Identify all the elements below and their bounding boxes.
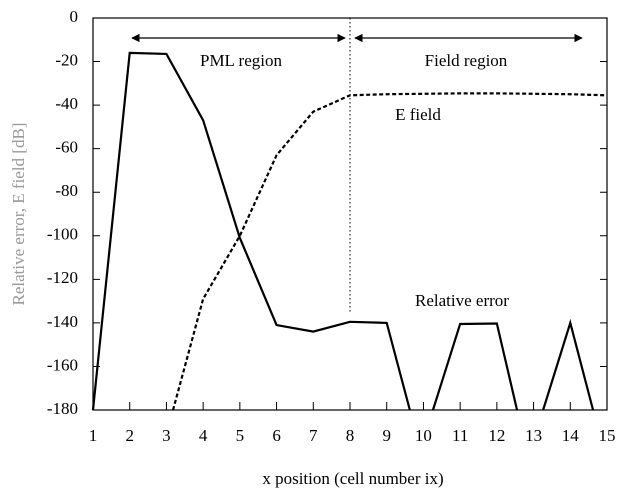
y-tick-label: -160 <box>47 355 78 374</box>
x-tick-label: 3 <box>162 426 171 445</box>
x-tick-label: 1 <box>89 426 98 445</box>
annotation: E field <box>395 105 441 124</box>
y-tick-label: -40 <box>55 94 78 113</box>
series-line <box>91 51 595 411</box>
x-tick-label: 2 <box>125 426 134 445</box>
x-tick-label: 10 <box>415 426 432 445</box>
annotation: Relative error <box>415 291 509 310</box>
x-tick-label: 8 <box>346 426 355 445</box>
x-tick-label: 7 <box>309 426 318 445</box>
y-tick-label: 0 <box>70 7 79 26</box>
annotation: PML region <box>200 51 283 70</box>
x-tick-label: 14 <box>562 426 580 445</box>
x-tick-label: 11 <box>452 426 468 445</box>
x-tick-label: 13 <box>525 426 542 445</box>
y-axis-label: Relative error, E field [dB] <box>9 123 28 306</box>
y-tick-label: -20 <box>55 50 78 69</box>
series-line <box>171 92 608 411</box>
x-tick-label: 15 <box>599 426 616 445</box>
x-tick-label: 5 <box>236 426 245 445</box>
x-tick-label: 4 <box>199 426 208 445</box>
annotation: Field region <box>425 51 508 70</box>
y-tick-label: -140 <box>47 312 78 331</box>
x-tick-label: 12 <box>488 426 505 445</box>
x-axis-label: x position (cell number ix) <box>262 469 443 488</box>
x-tick-label: 9 <box>382 426 391 445</box>
y-tick-label: -60 <box>55 138 78 157</box>
x-tick-label: 6 <box>272 426 281 445</box>
y-tick-label: -100 <box>47 225 78 244</box>
y-tick-label: -120 <box>47 268 78 287</box>
y-tick-label: -180 <box>47 399 78 418</box>
y-tick-label: -80 <box>55 181 78 200</box>
